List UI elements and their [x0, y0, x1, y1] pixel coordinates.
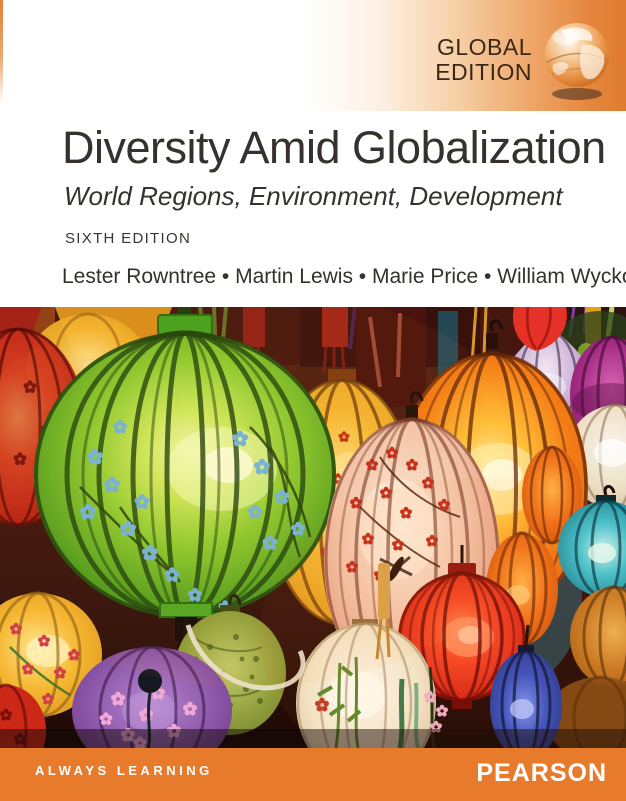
cover-photo-lanterns: [0, 307, 626, 748]
footer-bar: ALWAYS LEARNING PEARSON: [0, 748, 626, 801]
photo-bottom-shade: [0, 729, 626, 748]
lantern-blue-gourd: [490, 645, 562, 748]
book-title: Diversity Amid Globalization: [62, 122, 606, 173]
lantern-teal: [558, 495, 626, 599]
book-subtitle: World Regions, Environment, Development: [64, 181, 563, 211]
globe-icon: [545, 23, 609, 100]
global-edition-label: GLOBAL EDITION: [435, 33, 532, 86]
lantern-purple-bottom: [72, 645, 232, 748]
lantern-gourd-right: [522, 445, 582, 545]
photo-glow-overlay: [0, 307, 550, 687]
authors-line: Lester Rowntree • Martin Lewis • Marie P…: [62, 265, 626, 288]
always-learning-label: ALWAYS LEARNING: [35, 763, 213, 778]
left-edge-stripe: [0, 0, 3, 104]
lantern-red-round: [398, 545, 526, 709]
lantern-red-top: [512, 307, 567, 351]
photo-glow-overlay2: [260, 477, 626, 748]
pearson-logo: PEARSON: [476, 759, 607, 787]
global-edition-line2: EDITION: [435, 59, 532, 85]
global-edition-banner: [0, 0, 626, 111]
photo-hardware-tassels: [138, 319, 616, 748]
edition-label: SIXTH EDITION: [65, 230, 192, 247]
global-edition-block: GLOBAL EDITION: [435, 18, 614, 102]
global-edition-line1: GLOBAL: [436, 33, 532, 60]
